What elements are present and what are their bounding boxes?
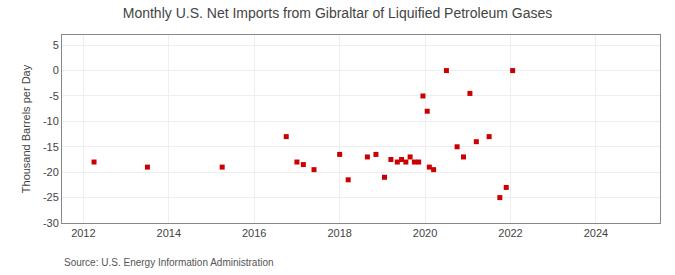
svg-text:2014: 2014 bbox=[157, 227, 181, 239]
svg-text:2012: 2012 bbox=[71, 227, 95, 239]
svg-text:2022: 2022 bbox=[498, 227, 522, 239]
svg-text:-15: -15 bbox=[43, 141, 59, 153]
svg-text:Thousand Barrels per Day: Thousand Barrels per Day bbox=[20, 64, 32, 193]
svg-text:2016: 2016 bbox=[242, 227, 266, 239]
svg-text:Monthly U.S. Net Imports from: Monthly U.S. Net Imports from Gibraltar … bbox=[123, 5, 553, 21]
svg-text:-5: -5 bbox=[49, 90, 59, 102]
svg-text:-10: -10 bbox=[43, 115, 59, 127]
svg-text:-20: -20 bbox=[43, 166, 59, 178]
svg-text:2020: 2020 bbox=[413, 227, 437, 239]
svg-text:-30: -30 bbox=[43, 217, 59, 229]
svg-text:2024: 2024 bbox=[584, 227, 608, 239]
svg-text:-25: -25 bbox=[43, 191, 59, 203]
svg-text:0: 0 bbox=[53, 64, 59, 76]
svg-text:Source: U.S. Energy Informatio: Source: U.S. Energy Information Administ… bbox=[64, 257, 274, 268]
svg-text:2018: 2018 bbox=[327, 227, 351, 239]
svg-text:5: 5 bbox=[53, 39, 59, 51]
